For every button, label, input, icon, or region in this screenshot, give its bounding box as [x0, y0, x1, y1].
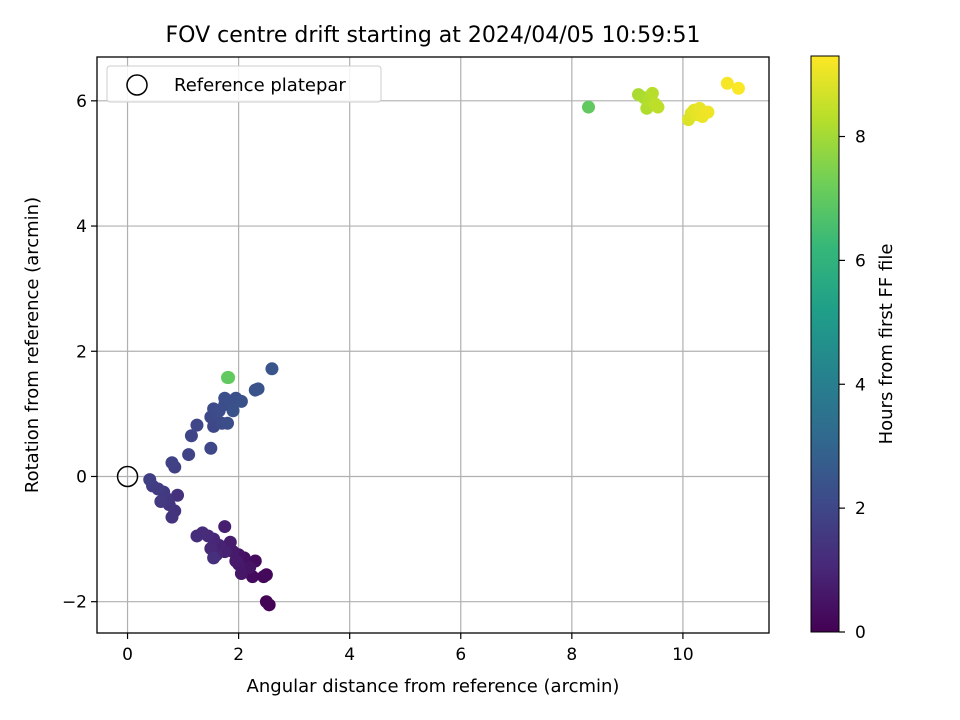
y-tick-label: 0 [76, 467, 87, 487]
y-tick-label: 6 [76, 92, 87, 112]
y-tick-label: −2 [62, 593, 87, 613]
data-point [221, 416, 235, 430]
grid-lines [97, 57, 769, 633]
x-tick-label: 8 [566, 645, 577, 665]
colorbar-tick-label: 2 [855, 499, 866, 519]
data-point [257, 570, 271, 584]
data-point [218, 520, 232, 534]
data-point [720, 76, 734, 90]
x-tick-label: 4 [344, 645, 355, 665]
data-point [645, 86, 659, 100]
data-points [143, 76, 745, 612]
data-point [651, 100, 665, 114]
legend-reference-marker [126, 74, 148, 96]
legend-label: Reference platepar [174, 75, 346, 96]
data-point [190, 418, 204, 432]
x-tick-label: 6 [455, 645, 466, 665]
colorbar-tick-label: 4 [855, 375, 866, 395]
data-point [182, 448, 196, 462]
colorbar-tick-label: 8 [855, 128, 866, 148]
data-point [731, 81, 745, 95]
y-axis-label: Rotation from reference (arcmin) [22, 197, 43, 493]
plot-frame [96, 56, 770, 634]
x-tick-label: 10 [672, 645, 694, 665]
data-point [223, 535, 237, 549]
legend: Reference platepar [106, 65, 382, 103]
chart-title: FOV centre drift starting at 2024/04/05 … [166, 23, 701, 48]
y-axis-ticks: −2 0 2 4 6 [62, 92, 97, 613]
data-point [226, 404, 240, 418]
x-tick-label: 0 [122, 645, 133, 665]
legend-box [106, 65, 382, 103]
y-tick-label: 4 [76, 217, 87, 237]
colorbar-ticks: 0 2 4 6 8 [839, 128, 866, 643]
data-point [207, 551, 221, 565]
data-point [221, 371, 235, 385]
y-tick-label: 2 [76, 342, 87, 362]
data-point [265, 362, 279, 376]
reference-platepar-marker [116, 465, 139, 488]
colorbar [810, 55, 840, 633]
x-axis-label: Angular distance from reference (arcmin) [247, 676, 620, 697]
reference-marker [116, 465, 139, 488]
data-point [259, 595, 273, 609]
data-point [184, 429, 198, 443]
data-point [204, 441, 218, 455]
data-point [234, 394, 248, 408]
data-point [165, 456, 179, 470]
data-point [143, 473, 157, 487]
colorbar-tick-label: 0 [855, 623, 866, 643]
data-point [154, 495, 168, 509]
data-point [165, 510, 179, 524]
colorbar-tick-label: 6 [855, 251, 866, 271]
data-point [251, 382, 265, 396]
data-point [701, 105, 715, 119]
x-tick-label: 2 [233, 645, 244, 665]
data-point [582, 100, 596, 114]
colorbar-label: Hours from first FF file [876, 244, 897, 445]
x-axis-ticks: 0 2 4 6 8 10 [122, 633, 694, 665]
data-point [171, 488, 185, 502]
data-point [190, 529, 204, 543]
